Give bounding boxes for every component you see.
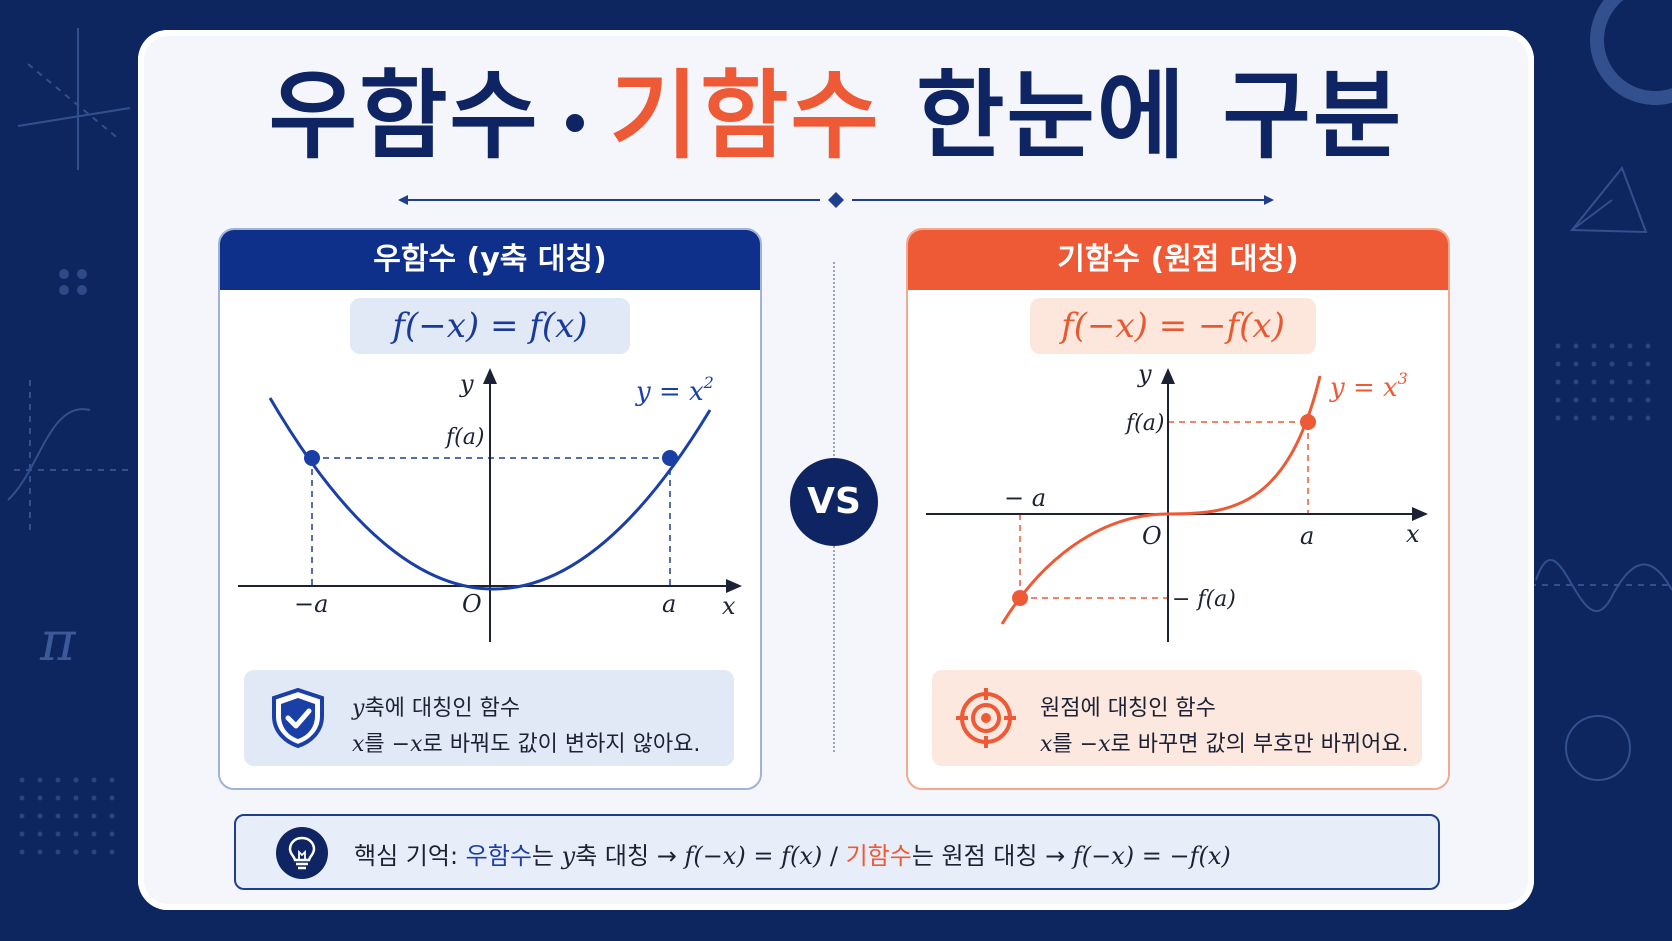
odd-note-line2: x를 −x로 바꾸면 값의 부호만 바뀌어요. [1040, 732, 1409, 757]
even-a-label: a [662, 590, 676, 618]
title-underline-arrow [398, 192, 1274, 208]
title-odd-word: 기함수 [609, 60, 881, 172]
even-point-neg-a [304, 450, 320, 466]
even-function-panel: 우함수 (y축 대칭) f(−x) = f(x) y x O f(a) −a a… [218, 228, 762, 790]
shield-check-icon [272, 687, 324, 749]
odd-point-a [1300, 414, 1316, 430]
summary-text: 핵심 기억: 우함수는 y축 대칭 → f(−x) = f(x) / 기함수는 … [354, 842, 1231, 870]
summary-odd-word: 기함수 [845, 842, 912, 870]
title-even-word: 우함수 [268, 60, 540, 172]
even-neg-a-label: −a [294, 590, 328, 618]
even-note: y축에 대칭인 함수 x를 −x로 바꿔도 값이 변하지 않아요. [244, 670, 734, 766]
odd-a-label: a [1300, 522, 1314, 550]
odd-fa-label: f(a) [1124, 411, 1164, 436]
vs-badge: VS [790, 458, 878, 546]
page-title: 우함수 기함수 한눈에 구분 [0, 56, 1672, 176]
odd-curve-label: y = x3 [1329, 369, 1408, 403]
odd-note-line1: 원점에 대칭인 함수 [1040, 696, 1216, 721]
title-rest: 한눈에 구분 [916, 60, 1404, 172]
even-point-a [662, 450, 678, 466]
even-note-line2: x를 −x로 바꿔도 값이 변하지 않아요. [352, 732, 701, 757]
odd-panel-header: 기함수 (원점 대칭) [908, 230, 1448, 290]
odd-cubic-curve [1000, 375, 1322, 625]
odd-graph: y x O f(a) − f(a) − a a y = x3 [926, 360, 1428, 642]
odd-point-neg-a [1012, 590, 1028, 606]
even-fa-label: f(a) [444, 425, 484, 450]
odd-neg-a-label: − a [1004, 484, 1046, 512]
svg-text:π: π [39, 610, 77, 673]
even-y-label: y [459, 370, 474, 398]
even-graph: y x O f(a) −a a y = x2 [238, 368, 742, 642]
even-parabola-curve [268, 397, 712, 591]
odd-note: 원점에 대칭인 함수 x를 −x로 바꾸면 값의 부호만 바뀌어요. [932, 670, 1422, 766]
even-origin-label: O [462, 590, 482, 618]
odd-neg-fa-label: − f(a) [1172, 587, 1236, 612]
odd-function-panel: 기함수 (원점 대칭) f(−x) = −f(x) y x O f(a) − f… [906, 228, 1450, 790]
title-dot-separator [565, 113, 584, 132]
lightbulb-icon [276, 827, 328, 879]
odd-x-label: x [1406, 520, 1420, 548]
target-icon [956, 688, 1016, 748]
odd-formula: f(−x) = −f(x) [1030, 298, 1316, 354]
even-panel-header: 우함수 (y축 대칭) [220, 230, 760, 290]
summary-bar: 핵심 기억: 우함수는 y축 대칭 → f(−x) = f(x) / 기함수는 … [234, 814, 1440, 890]
odd-y-label: y [1137, 360, 1152, 388]
even-formula: f(−x) = f(x) [350, 298, 630, 354]
odd-origin-label: O [1142, 522, 1162, 550]
summary-odd-formula: f(−x) = −f(x) [1072, 842, 1231, 870]
summary-even-formula: f(−x) = f(x) [684, 842, 823, 870]
summary-even-word: 우함수 [465, 842, 532, 870]
even-note-line1: y축에 대칭인 함수 [352, 696, 521, 721]
even-x-label: x [722, 592, 736, 620]
even-curve-label: y = x2 [635, 373, 714, 407]
